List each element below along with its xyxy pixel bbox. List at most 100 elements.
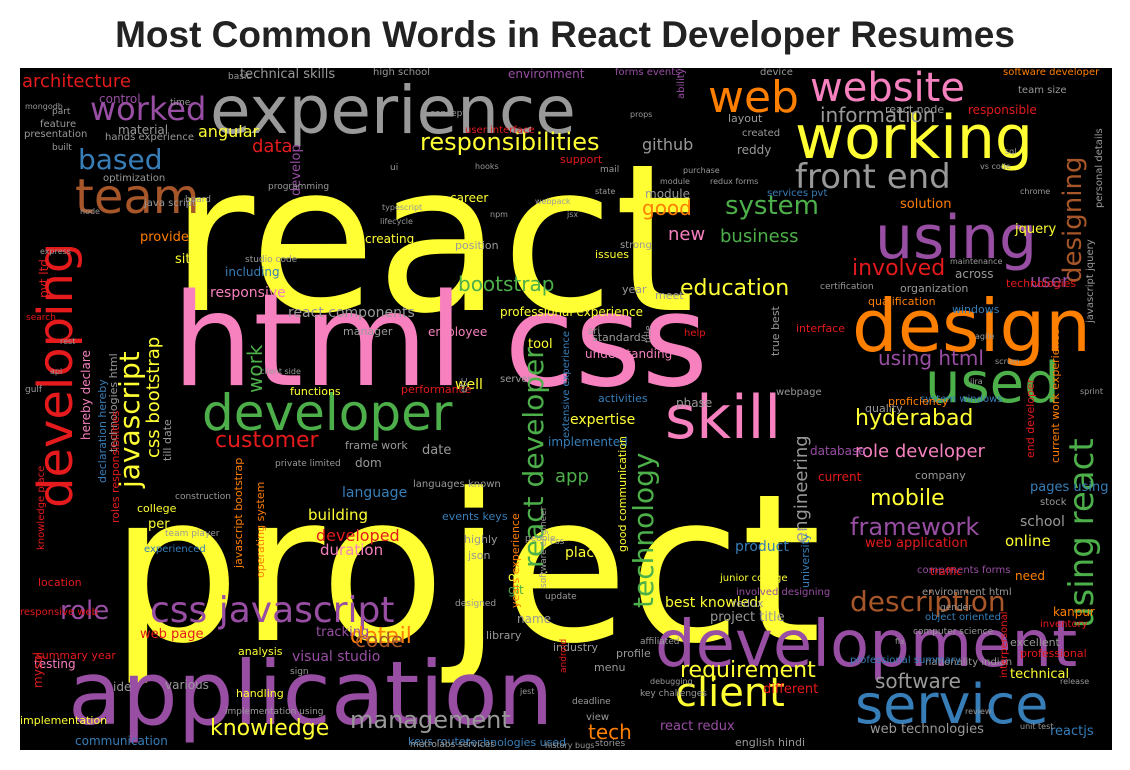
word: services pvt	[767, 188, 828, 199]
word: project title	[710, 610, 785, 625]
chart-title: Most Common Words in React Developer Res…	[115, 14, 1015, 55]
word: mysql	[31, 652, 45, 688]
word: date	[422, 443, 452, 458]
word: certification	[820, 282, 874, 292]
word: computer science	[913, 627, 994, 637]
word: issues	[595, 248, 629, 261]
word: management	[350, 706, 511, 734]
word: sql	[1005, 147, 1017, 156]
word: key challenges	[640, 689, 707, 699]
word: jsx	[567, 210, 579, 219]
word: mongodb	[25, 102, 63, 111]
word: node	[80, 207, 100, 216]
word: windows	[952, 303, 1000, 316]
word: environment html	[922, 587, 1012, 598]
word: review	[965, 707, 992, 716]
word: activities	[598, 392, 648, 405]
word: strong	[620, 240, 652, 251]
word: best knowledge	[665, 595, 776, 611]
word: involved designing	[736, 587, 831, 598]
word: using html	[878, 346, 984, 370]
word: software	[875, 669, 961, 693]
word: duration	[320, 541, 384, 559]
word: react redux	[660, 719, 735, 734]
word: software engineer	[539, 506, 549, 588]
word: need	[1015, 569, 1045, 583]
word: github	[642, 135, 694, 154]
word: current	[818, 470, 862, 484]
word: high school	[373, 68, 431, 78]
word: reactjs	[1050, 724, 1094, 739]
word: developed	[316, 526, 400, 545]
word: professional experience	[500, 305, 644, 319]
word: involved	[852, 256, 946, 281]
word: year	[622, 283, 647, 296]
word: requirement	[680, 658, 816, 683]
word: name	[517, 612, 552, 626]
word: worked	[90, 90, 207, 128]
word: people	[525, 534, 556, 544]
word: system windows	[920, 394, 1003, 405]
word: menu	[594, 661, 626, 674]
word: pages using	[1030, 480, 1109, 495]
word: quality	[865, 402, 903, 415]
word: gulf	[25, 385, 43, 395]
word: web technologies	[870, 722, 984, 737]
word: components forms	[917, 565, 1011, 576]
word: new	[668, 224, 706, 245]
word: technology	[627, 452, 660, 608]
word: position	[455, 239, 499, 252]
word: product	[735, 539, 789, 555]
word: sprint	[1080, 387, 1103, 396]
word: till date	[161, 419, 174, 461]
word: designing	[1058, 156, 1088, 283]
word: tracking	[316, 625, 370, 640]
word: tool	[528, 337, 553, 352]
word: responsible	[968, 103, 1037, 117]
word: technical	[1010, 667, 1070, 682]
word: online	[1005, 532, 1051, 550]
word: employee	[428, 325, 488, 339]
word: redux forms	[710, 177, 759, 186]
word: api	[50, 367, 63, 376]
word: data	[252, 136, 293, 157]
word: career	[450, 191, 489, 205]
word: personal details	[1094, 128, 1105, 208]
word: role developer	[855, 441, 985, 462]
word: framework	[850, 513, 980, 541]
word: expertise	[570, 412, 636, 428]
word: traffic	[930, 565, 963, 578]
word: time	[170, 98, 191, 108]
word: history bugs	[545, 741, 595, 750]
word: search	[26, 313, 56, 323]
word: hereby declare	[79, 350, 93, 440]
word: developer	[202, 384, 453, 442]
word: excellent	[1010, 636, 1060, 649]
word: server	[500, 374, 532, 385]
word: user	[1030, 271, 1070, 292]
word: architecture	[22, 71, 131, 92]
word: client	[675, 670, 785, 716]
word: different	[763, 682, 819, 697]
word: using react	[1062, 438, 1102, 628]
word: react node	[885, 103, 945, 116]
word: express	[40, 247, 71, 256]
word: implementation	[20, 714, 108, 727]
word: school	[1020, 514, 1065, 530]
word: created	[742, 128, 781, 139]
word: material	[118, 123, 169, 137]
word: reddy	[737, 143, 772, 157]
word: studio code	[245, 255, 298, 265]
word: stories	[595, 739, 626, 749]
word: design	[852, 284, 1091, 368]
word: react components	[288, 305, 415, 321]
word: ui	[390, 163, 399, 173]
word: using	[875, 203, 1038, 273]
word: frame work	[345, 439, 408, 452]
word: description	[850, 585, 1006, 618]
word: update	[545, 592, 577, 602]
word: skill	[665, 383, 782, 453]
word: debugging	[650, 677, 693, 686]
word: phase	[676, 396, 713, 410]
word: basic	[228, 72, 252, 82]
